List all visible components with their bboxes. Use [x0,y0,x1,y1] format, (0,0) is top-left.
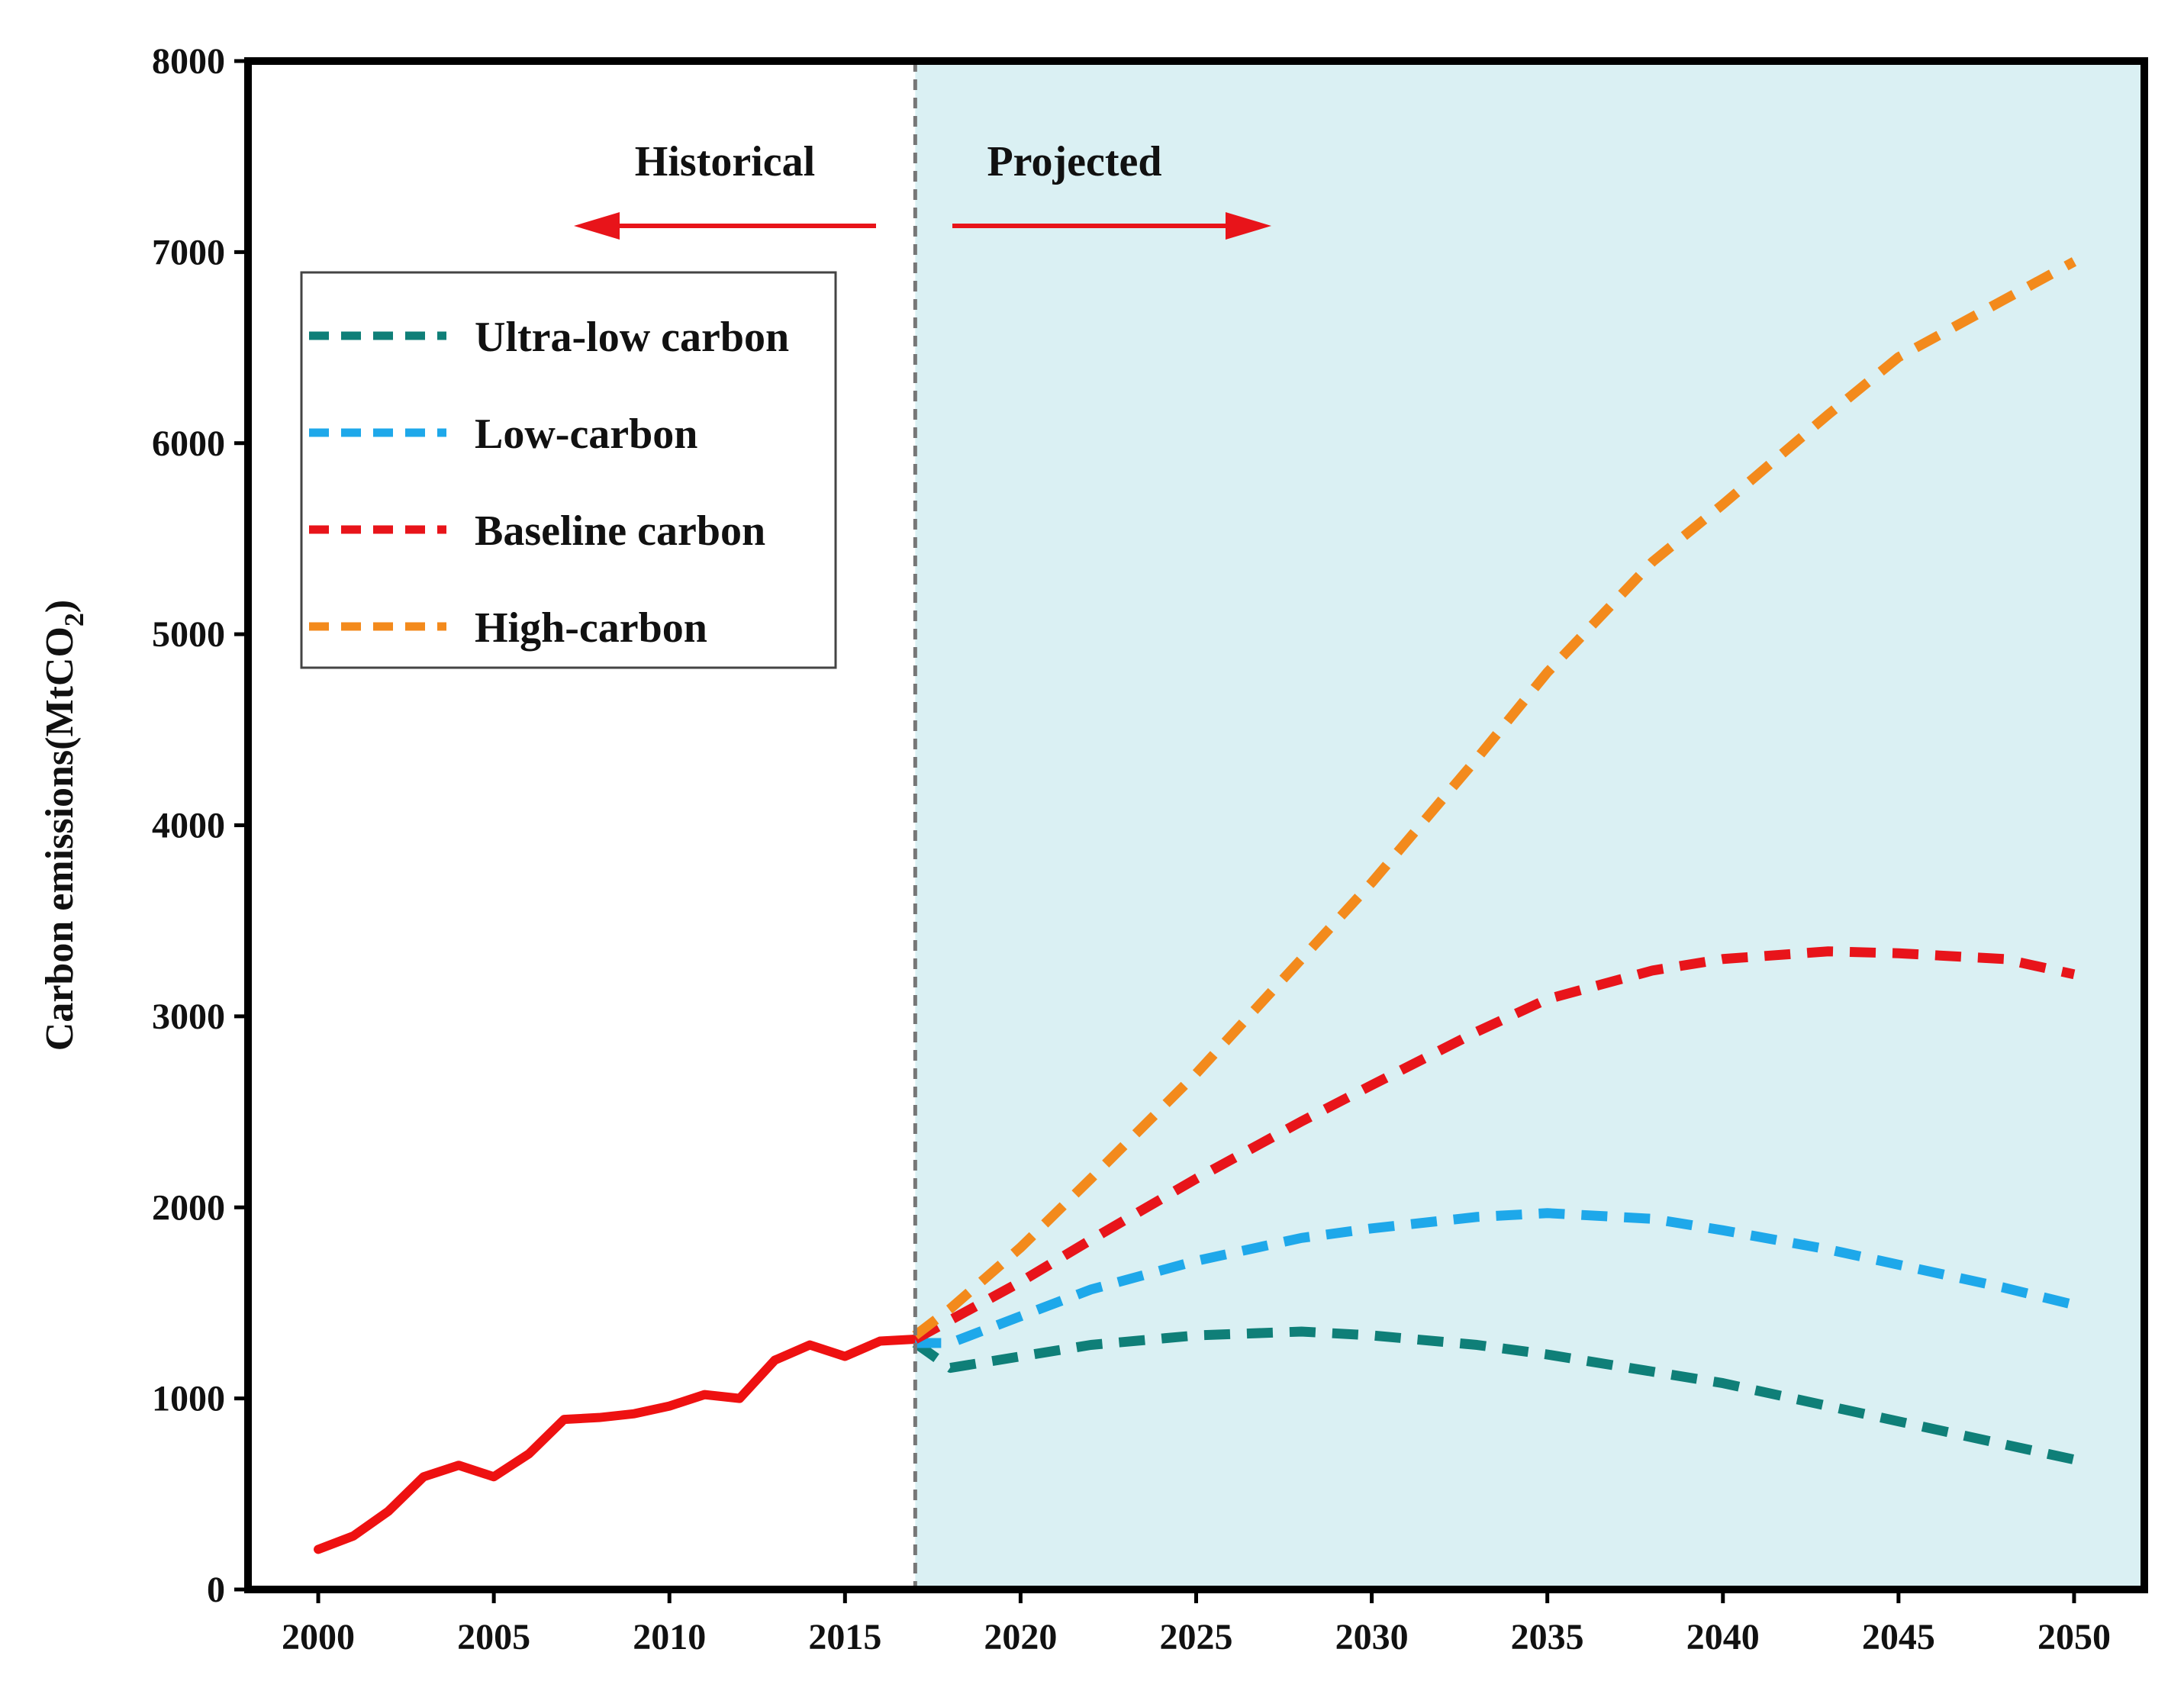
y-tick-label-2000: 2000 [152,1187,225,1228]
y-axis-title: Carbon emissions(MtCO2) [38,600,89,1051]
y-tick-label-1000: 1000 [152,1379,225,1419]
y-tick-label-3000: 3000 [152,997,225,1037]
x-tick-label-2040: 2040 [1686,1617,1760,1657]
x-tick-label-2010: 2010 [633,1617,706,1657]
historical-arrow-head [574,212,620,240]
region-arrows [574,212,1271,240]
y-tick-label-8000: 8000 [152,41,225,82]
x-tick-label-2050: 2050 [2037,1617,2111,1657]
y-tick-label-6000: 6000 [152,424,225,464]
series-low-carbon [915,1208,2076,1348]
x-tick-label-2005: 2005 [457,1617,530,1657]
legend-label-baseline-carbon: Baseline carbon [475,507,765,555]
projected-shading [915,61,2144,1589]
x-tick-label-2020: 2020 [984,1617,1057,1657]
series-lines [314,257,2077,1554]
x-tick-label-2045: 2045 [1862,1617,1935,1657]
y-tick-label-0: 0 [207,1570,225,1610]
legend-label-ultra-low-carbon: Ultra-low carbon [475,314,789,361]
plot-frame [244,57,2148,1593]
legend-label-low-carbon: Low-carbon [475,411,697,458]
series-ultra-low-carbon [912,1326,2076,1465]
x-tick-label-2000: 2000 [282,1617,355,1657]
legend: Ultra-low carbon Low-carbon Baseline carbo… [300,271,837,669]
x-tick-label-2015: 2015 [808,1617,881,1657]
series-historical [314,1335,920,1554]
projected-arrow-head [1226,212,1271,240]
y-tick-label-4000: 4000 [152,806,225,846]
series-baseline-carbon [913,946,2076,1344]
x-tick-label-2030: 2030 [1335,1617,1409,1657]
legend-label-high-carbon: High-carbon [475,604,707,652]
tick-labels: 2000 2005 2010 2015 2020 2025 2030 2035 2040 2045… [152,41,2111,1657]
y-tick-label-7000: 7000 [152,232,225,272]
y-tick-label-5000: 5000 [152,614,225,655]
x-tick-label-2035: 2035 [1511,1617,1584,1657]
x-tick-label-2025: 2025 [1160,1617,1233,1657]
historical-label: Historical [635,138,815,185]
projected-label: Projected [987,138,1161,185]
